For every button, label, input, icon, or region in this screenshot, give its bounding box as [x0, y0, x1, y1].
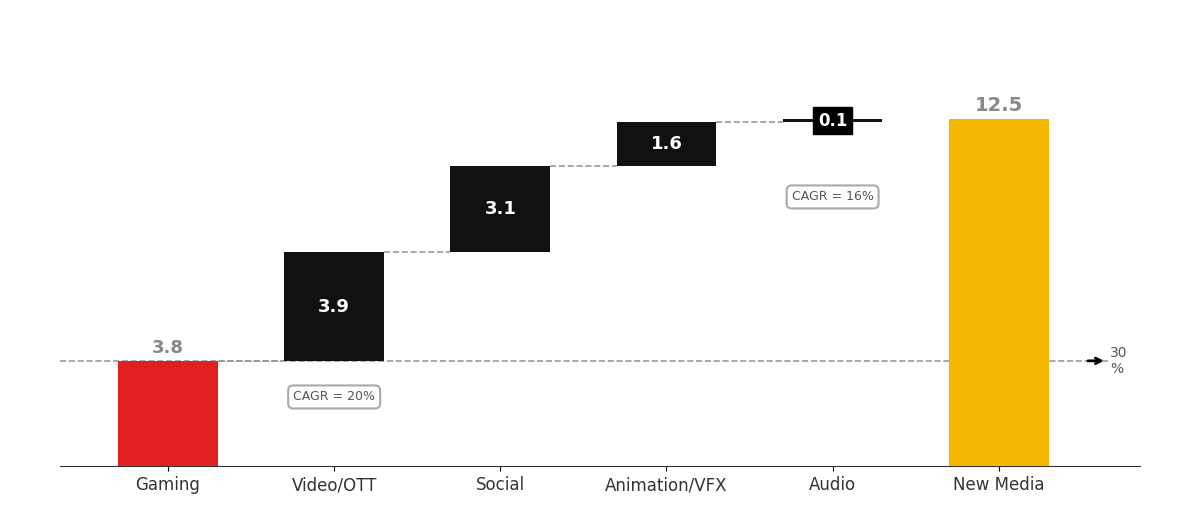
Bar — [949, 119, 1049, 466]
Bar — [617, 122, 716, 166]
Text: 1.6: 1.6 — [650, 135, 683, 153]
Text: 3.8: 3.8 — [152, 339, 184, 357]
Text: 12.5: 12.5 — [974, 96, 1022, 115]
Bar — [450, 166, 550, 252]
Bar — [118, 361, 218, 466]
Text: 3.9: 3.9 — [318, 298, 350, 316]
Text: 0.1: 0.1 — [818, 111, 847, 129]
Text: CAGR = 16%: CAGR = 16% — [792, 190, 874, 204]
Text: CAGR = 20%: CAGR = 20% — [293, 391, 376, 403]
Bar — [782, 119, 882, 122]
Text: 3.1: 3.1 — [485, 200, 516, 218]
Text: 30
%: 30 % — [1110, 346, 1128, 376]
Bar — [284, 252, 384, 361]
Text: India's new media market size in FY24 (in $ Bn): India's new media market size in FY24 (i… — [378, 22, 822, 39]
